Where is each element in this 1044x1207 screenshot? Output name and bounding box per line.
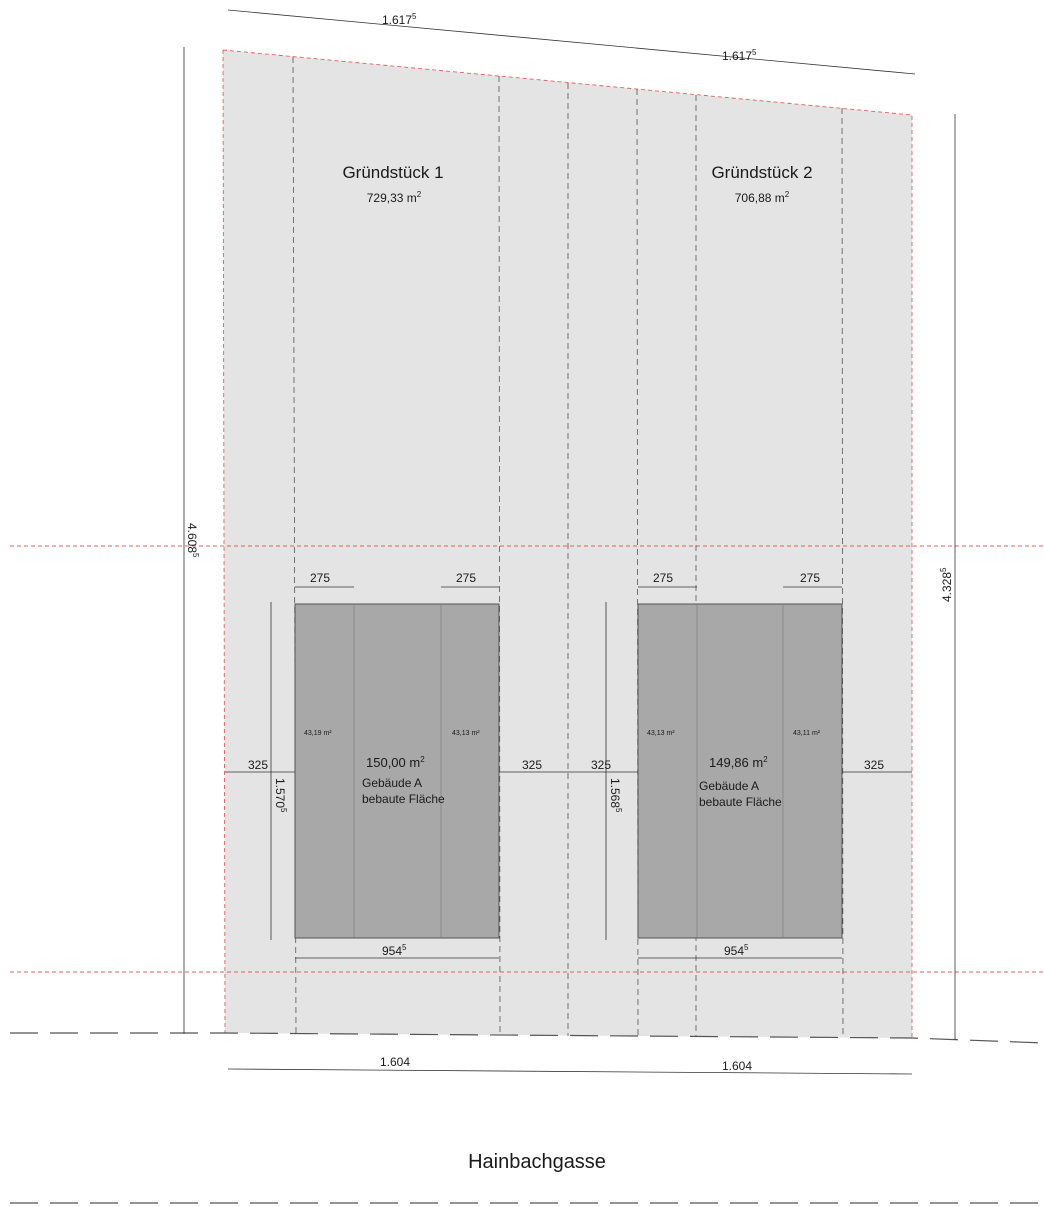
plot-2-setback-left: 275 bbox=[653, 571, 673, 585]
bottom-width-1: 1.604 bbox=[380, 1055, 410, 1069]
plot-1-setback-left: 275 bbox=[310, 571, 330, 585]
plot-2-area: 706,88 m2 bbox=[735, 190, 790, 205]
plot-1-building-name: Gebäude A bbox=[362, 776, 422, 790]
plot-1-building-width: 9545 bbox=[382, 943, 407, 958]
left-height-dim: 4.6085 bbox=[185, 523, 200, 558]
plot-1-area: 729,33 m2 bbox=[367, 190, 422, 205]
dimension-lines bbox=[183, 9, 956, 1075]
plot-2-title: Gründstück 2 bbox=[711, 163, 812, 182]
plot-2-side-right: 325 bbox=[864, 758, 884, 772]
plot-1-room-left: 43,19 m² bbox=[304, 730, 332, 737]
top-width-1: 1.6175 bbox=[382, 12, 417, 27]
plot-2-room-left: 43,13 m² bbox=[647, 730, 675, 737]
plot-boundary-left bbox=[222, 49, 226, 1034]
plot-2-building-area: 149,86 m2 bbox=[709, 755, 768, 770]
street-name: Hainbachgasse bbox=[468, 1151, 606, 1173]
plot-2-building-depth: 1.5685 bbox=[608, 778, 623, 813]
plot-2-building-desc: bebaute Fläche bbox=[699, 795, 782, 809]
street-edge-top bbox=[10, 1032, 1044, 1044]
top-width-2: 1.6175 bbox=[722, 48, 757, 63]
building-2 bbox=[637, 603, 843, 939]
plot-2-building-width: 9545 bbox=[724, 943, 749, 958]
building-1 bbox=[294, 603, 500, 939]
plot-1-building-area: 150,00 m2 bbox=[366, 755, 425, 770]
plot-1-title: Gründstück 1 bbox=[342, 163, 443, 182]
plot-1-side-left: 325 bbox=[248, 758, 268, 772]
plot-1-setback-right: 275 bbox=[456, 571, 476, 585]
plot-1-building-depth: 1.5705 bbox=[273, 778, 288, 813]
right-height-dim: 4.3285 bbox=[939, 567, 954, 602]
bottom-width-2: 1.604 bbox=[722, 1059, 752, 1073]
plot-2-building-name: Gebäude A bbox=[699, 779, 759, 793]
plot-1-building-desc: bebaute Fläche bbox=[362, 792, 445, 806]
plot-1-side-right: 325 bbox=[522, 758, 542, 772]
plot-1-room-right: 43,13 m² bbox=[452, 730, 480, 737]
plot-2-room-right: 43,11 m² bbox=[793, 730, 821, 737]
plot-2-setback-right: 275 bbox=[800, 571, 820, 585]
plot-2-side-left: 325 bbox=[591, 758, 611, 772]
